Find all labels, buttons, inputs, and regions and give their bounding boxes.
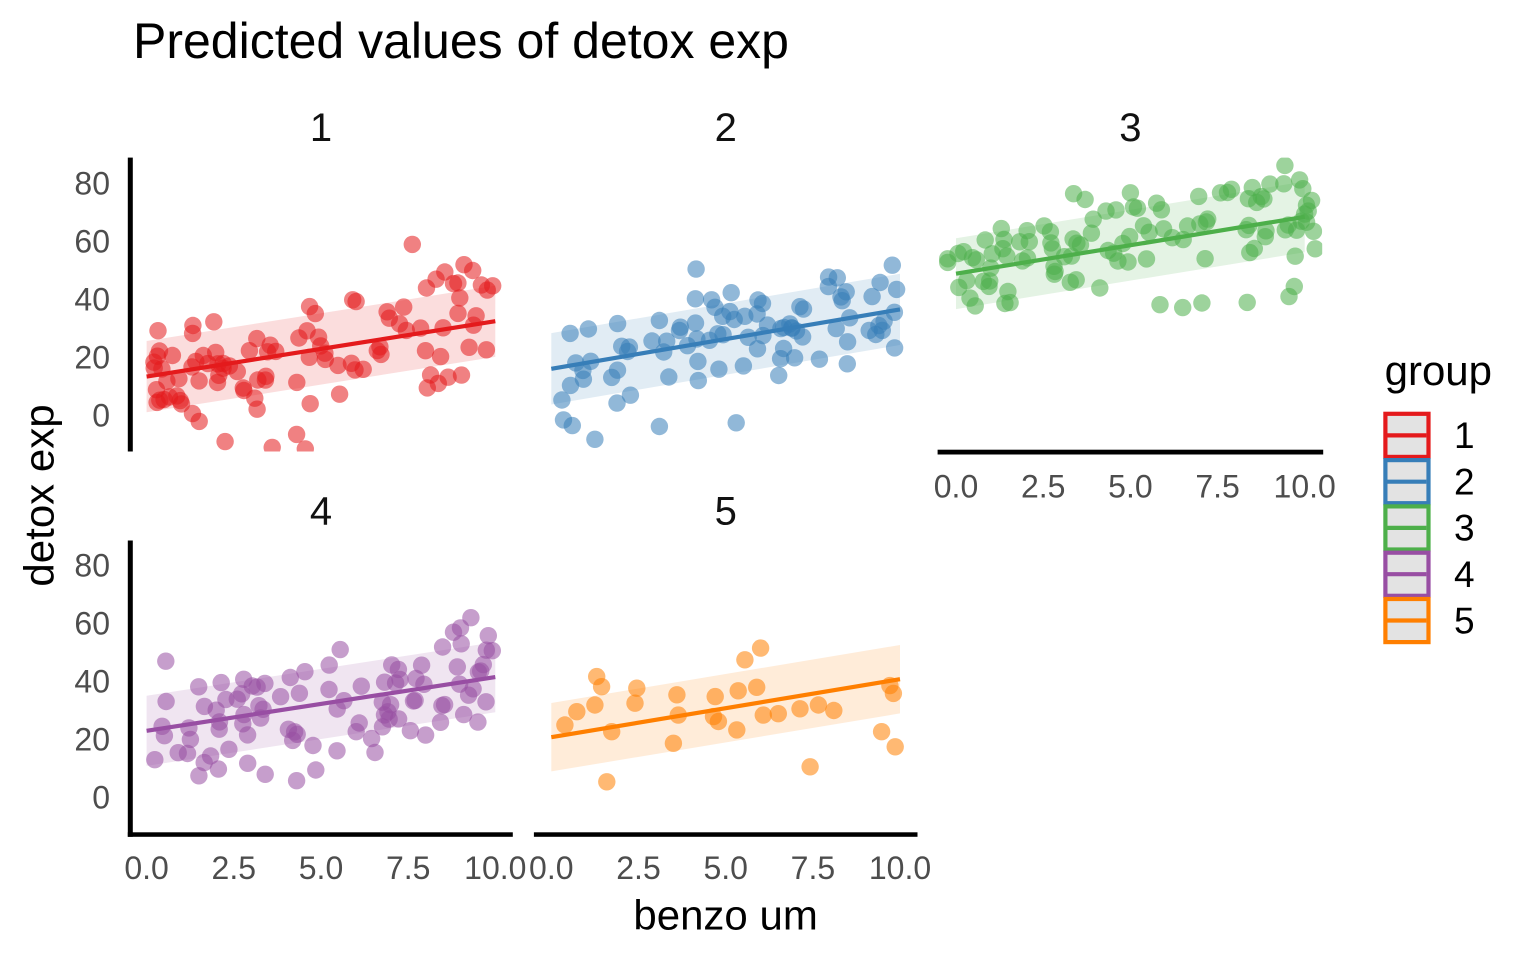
svg-text:2.5: 2.5 (616, 850, 660, 886)
svg-text:2: 2 (1454, 461, 1475, 502)
svg-text:detox exp: detox exp (16, 404, 63, 586)
svg-text:80: 80 (74, 166, 110, 202)
svg-text:0: 0 (92, 398, 110, 434)
svg-text:5.0: 5.0 (703, 850, 747, 886)
svg-text:40: 40 (74, 282, 110, 318)
svg-text:20: 20 (74, 722, 110, 758)
svg-text:4: 4 (310, 490, 332, 534)
svg-text:Predicted values of detox exp: Predicted values of detox exp (133, 13, 789, 69)
svg-text:1: 1 (1454, 415, 1475, 456)
svg-text:7.5: 7.5 (386, 850, 430, 886)
svg-text:10.0: 10.0 (869, 850, 931, 886)
svg-text:5.0: 5.0 (1108, 468, 1152, 504)
svg-text:5: 5 (715, 490, 737, 534)
svg-text:0.0: 0.0 (529, 850, 573, 886)
svg-text:group: group (1385, 347, 1492, 394)
svg-text:0.0: 0.0 (934, 468, 978, 504)
svg-text:7.5: 7.5 (791, 850, 835, 886)
svg-text:benzo um: benzo um (633, 892, 817, 939)
svg-text:2: 2 (715, 106, 737, 150)
svg-text:2.5: 2.5 (212, 850, 256, 886)
svg-text:10.0: 10.0 (464, 850, 526, 886)
svg-text:60: 60 (74, 606, 110, 642)
svg-text:1: 1 (310, 106, 332, 150)
svg-text:3: 3 (1119, 106, 1141, 150)
svg-text:3: 3 (1454, 508, 1475, 549)
svg-text:0: 0 (92, 780, 110, 816)
svg-text:80: 80 (74, 548, 110, 584)
svg-text:0.0: 0.0 (124, 850, 168, 886)
svg-text:5: 5 (1454, 600, 1475, 641)
svg-text:5.0: 5.0 (299, 850, 343, 886)
svg-text:7.5: 7.5 (1195, 468, 1239, 504)
svg-text:40: 40 (74, 664, 110, 700)
svg-text:10.0: 10.0 (1274, 468, 1336, 504)
svg-text:20: 20 (74, 340, 110, 376)
svg-text:60: 60 (74, 224, 110, 260)
svg-text:4: 4 (1454, 554, 1475, 595)
svg-text:2.5: 2.5 (1021, 468, 1065, 504)
